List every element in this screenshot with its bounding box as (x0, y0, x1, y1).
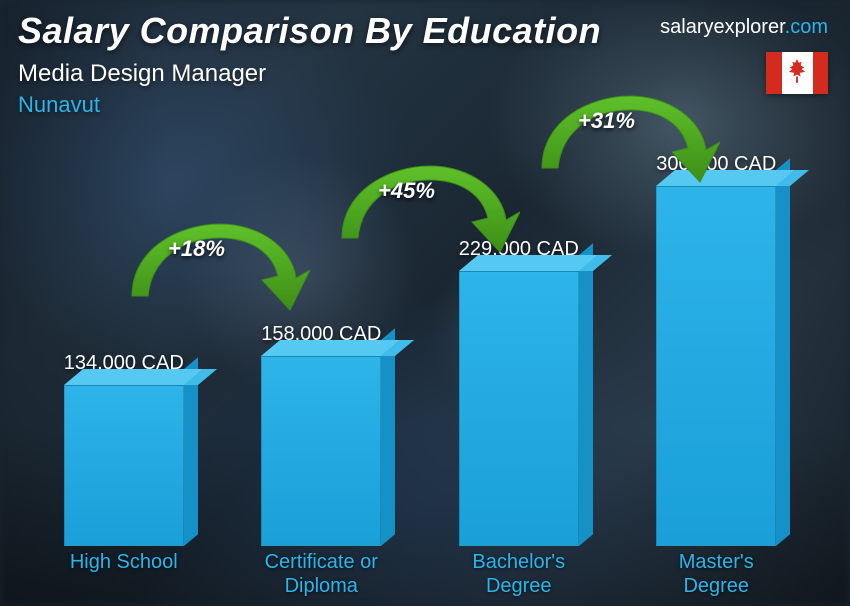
arrow-icon (530, 90, 720, 185)
bar-side (579, 243, 593, 546)
increment-label: +45% (378, 178, 435, 204)
bar-front (261, 356, 381, 546)
x-axis-label: Master'sDegree (633, 550, 801, 598)
bar (64, 385, 184, 546)
bar (459, 271, 579, 546)
x-axis-labels: High School Certificate orDiploma Bachelor… (40, 550, 800, 598)
brand-suffix: .com (785, 16, 828, 38)
bar-side (776, 158, 790, 546)
x-axis-label: Certificate orDiploma (238, 550, 406, 598)
brand-prefix: salaryexplorer (660, 16, 785, 38)
flag-stripe-left (766, 52, 782, 94)
increment-arrow: +45% (330, 160, 520, 255)
bar-top (261, 340, 400, 356)
increment-arrow: +18% (120, 218, 310, 313)
job-title: Media Design Manager (18, 60, 832, 88)
increment-label: +31% (578, 108, 635, 134)
bar-front (459, 271, 579, 546)
bar-column: 300,000 CAD (633, 140, 801, 546)
bar (656, 186, 776, 546)
flag-canada-icon (766, 52, 828, 94)
flag-stripe-right (813, 52, 829, 94)
x-axis-label: Bachelor'sDegree (435, 550, 603, 598)
bar (261, 356, 381, 546)
increment-label: +18% (168, 236, 225, 262)
bar-side (381, 328, 395, 546)
x-axis-label: High School (40, 550, 208, 598)
bar-front (64, 385, 184, 546)
increment-arrow: +31% (530, 90, 720, 185)
flag-center (782, 52, 813, 94)
bar-top (459, 255, 598, 271)
maple-leaf-icon (786, 59, 808, 87)
bar-side (184, 357, 198, 546)
bar-top (64, 369, 203, 385)
brand-label: salaryexplorer.com (660, 16, 828, 39)
bar-column: 134,000 CAD (40, 140, 208, 546)
bar-front (656, 186, 776, 546)
arrow-icon (120, 218, 310, 313)
chart-container: Salary Comparison By Education Media Des… (0, 0, 850, 606)
arrow-icon (330, 160, 520, 255)
